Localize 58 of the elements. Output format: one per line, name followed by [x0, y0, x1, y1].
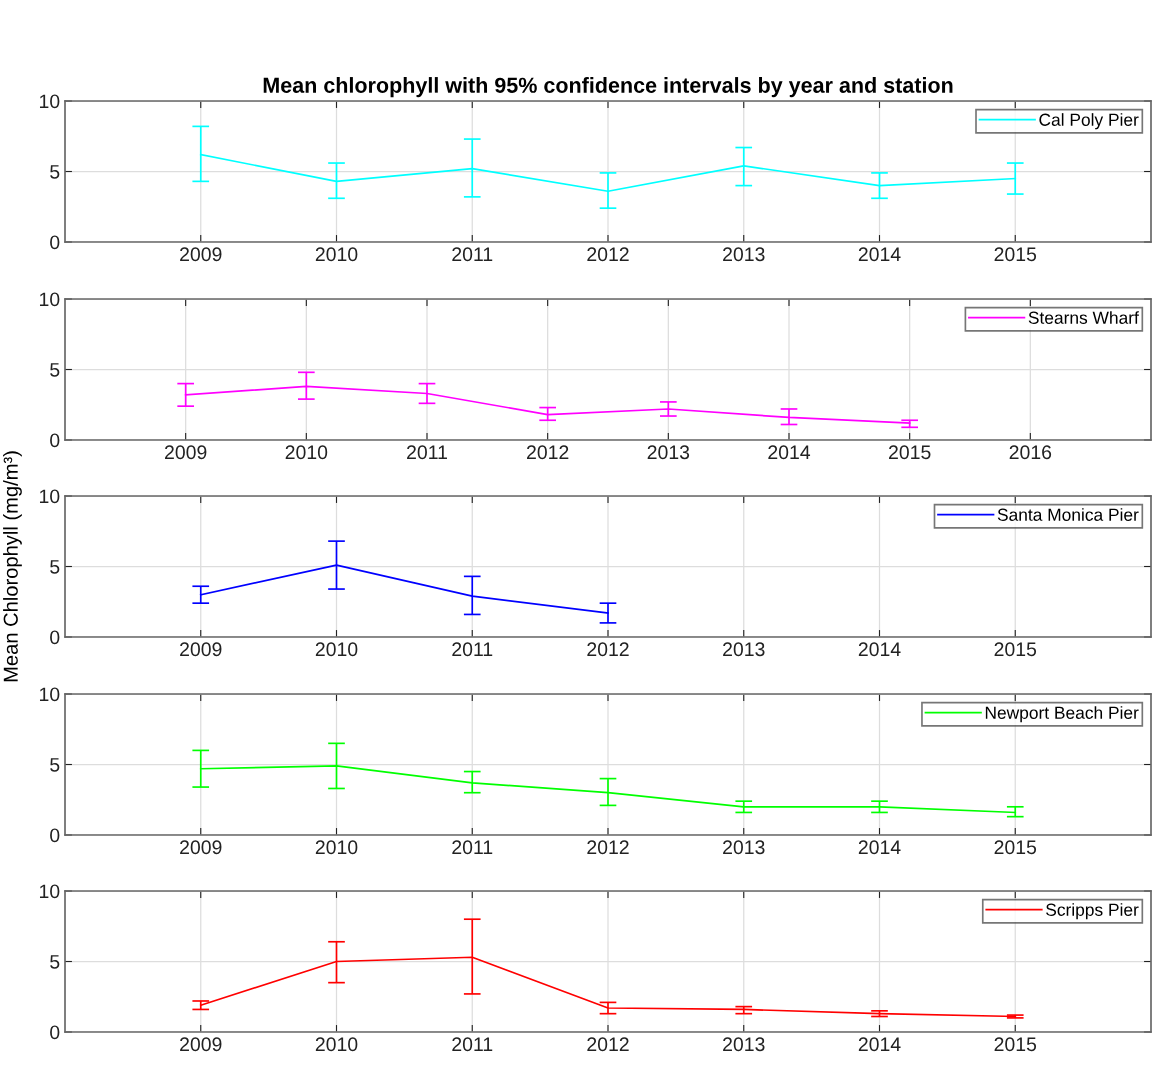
x-tick-label: 2014 [858, 642, 901, 657]
legend-label: Santa Monica Pier [997, 508, 1139, 521]
x-tick-label: 2016 [1009, 445, 1052, 460]
x-tick-label: 2009 [180, 247, 222, 262]
x-tick-label: 2011 [452, 1037, 493, 1052]
y-tick-label: 0 [50, 630, 60, 645]
x-tick-label: 2015 [994, 642, 1037, 657]
y-tick-label: 10 [40, 489, 60, 504]
y-tick-label: 10 [40, 884, 60, 899]
legend-label: Newport Beach Pier [985, 706, 1139, 723]
x-tick-label: 2009 [180, 840, 222, 855]
x-tick-label: 2014 [768, 445, 811, 460]
y-tick-label: 5 [50, 165, 60, 179]
y-tick-label: 5 [50, 955, 60, 969]
x-tick-label: 2009 [165, 445, 207, 460]
x-tick-label: 2010 [315, 642, 358, 657]
y-tick-label: 5 [50, 560, 60, 574]
legend-label: Cal Poly Pier [1039, 113, 1139, 130]
x-tick-label: 2009 [180, 642, 222, 657]
x-tick-label: 2012 [527, 445, 569, 460]
x-tick-label: 2009 [180, 1037, 222, 1052]
x-tick-label: 2012 [587, 1037, 629, 1052]
x-tick-label: 2011 [452, 247, 493, 262]
x-tick-label: 2013 [723, 642, 765, 657]
x-tick-label: 2010 [315, 840, 358, 855]
x-tick-label: 2012 [587, 247, 629, 262]
x-tick-label: 2011 [452, 642, 493, 657]
y-tick-label: 10 [40, 292, 60, 307]
y-tick-label: 0 [50, 1025, 60, 1040]
x-tick-label: 2012 [587, 642, 629, 657]
x-tick-label: 2010 [315, 247, 358, 262]
y-tick-label: 5 [50, 758, 60, 772]
x-tick-label: 2013 [723, 247, 765, 262]
x-tick-label: 2014 [858, 840, 901, 855]
y-tick-label: 0 [50, 235, 60, 250]
x-tick-label: 2015 [994, 247, 1037, 262]
x-tick-label: 2012 [587, 840, 629, 855]
x-tick-label: 2010 [315, 1037, 358, 1052]
legend-label: Scripps Pier [1046, 903, 1139, 920]
x-tick-label: 2011 [452, 840, 493, 855]
x-tick-label: 2010 [285, 445, 328, 460]
y-tick-label: 0 [50, 828, 60, 843]
y-tick-label: 10 [40, 687, 60, 702]
y-tick-label: 5 [50, 363, 60, 377]
legend-label: Stearns Wharf [1028, 311, 1139, 324]
x-tick-label: 2011 [407, 445, 447, 460]
x-tick-label: 2013 [723, 840, 765, 855]
chart-title: Mean chlorophyll with 95% confidence intervals by year and station [263, 77, 953, 98]
y-axis-title: Mean Chlorophyll (mg/m³) [3, 451, 22, 682]
y-tick-label: 10 [40, 94, 60, 109]
x-tick-label: 2015 [994, 1037, 1037, 1052]
x-tick-label: 2015 [889, 445, 931, 460]
x-tick-label: 2013 [647, 445, 690, 460]
y-tick-label: 0 [50, 433, 60, 448]
x-tick-label: 2014 [858, 247, 901, 262]
x-tick-label: 2013 [723, 1037, 765, 1052]
x-tick-label: 2014 [858, 1037, 901, 1052]
x-tick-label: 2015 [994, 840, 1037, 855]
